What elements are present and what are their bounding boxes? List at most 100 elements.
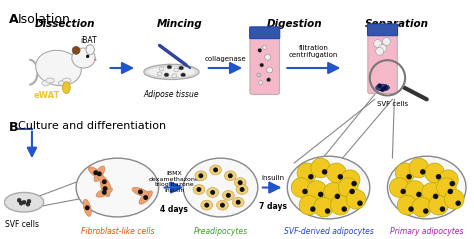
Ellipse shape xyxy=(181,73,186,77)
Ellipse shape xyxy=(157,72,162,76)
Text: insulin: insulin xyxy=(261,175,284,181)
Ellipse shape xyxy=(232,197,244,207)
Circle shape xyxy=(264,54,271,60)
Text: SVF cells: SVF cells xyxy=(377,101,408,107)
Circle shape xyxy=(383,86,387,90)
Circle shape xyxy=(17,198,21,202)
Ellipse shape xyxy=(234,178,246,188)
Circle shape xyxy=(357,201,363,206)
Circle shape xyxy=(351,181,357,186)
Ellipse shape xyxy=(179,66,183,70)
Circle shape xyxy=(307,181,327,200)
FancyBboxPatch shape xyxy=(250,27,280,39)
Circle shape xyxy=(376,47,383,55)
Circle shape xyxy=(374,40,382,47)
Text: Culture and differentiation: Culture and differentiation xyxy=(18,121,166,131)
Circle shape xyxy=(258,49,262,52)
Circle shape xyxy=(19,201,23,205)
Text: iBAT: iBAT xyxy=(80,36,97,45)
Circle shape xyxy=(260,63,264,67)
Ellipse shape xyxy=(42,81,50,86)
Circle shape xyxy=(259,81,263,85)
Ellipse shape xyxy=(224,171,236,181)
Text: Digestion: Digestion xyxy=(266,19,322,29)
Ellipse shape xyxy=(63,82,70,93)
Circle shape xyxy=(449,181,455,186)
Circle shape xyxy=(401,189,406,194)
Circle shape xyxy=(94,58,96,61)
Circle shape xyxy=(240,187,245,192)
Circle shape xyxy=(395,163,415,183)
Text: collagenase: collagenase xyxy=(205,56,246,62)
Circle shape xyxy=(318,192,323,197)
Circle shape xyxy=(349,189,355,194)
Circle shape xyxy=(228,173,233,178)
Circle shape xyxy=(337,174,343,179)
Ellipse shape xyxy=(88,167,103,179)
Ellipse shape xyxy=(174,68,179,72)
Ellipse shape xyxy=(201,200,213,210)
Circle shape xyxy=(422,183,441,202)
Ellipse shape xyxy=(387,156,466,219)
Circle shape xyxy=(445,190,464,209)
Ellipse shape xyxy=(94,166,105,182)
Ellipse shape xyxy=(376,84,390,91)
Circle shape xyxy=(93,170,98,175)
FancyBboxPatch shape xyxy=(368,33,397,93)
Ellipse shape xyxy=(167,65,172,69)
Ellipse shape xyxy=(183,158,258,217)
Circle shape xyxy=(408,206,414,212)
Circle shape xyxy=(425,163,445,183)
Circle shape xyxy=(324,183,343,202)
Circle shape xyxy=(213,168,218,172)
Circle shape xyxy=(310,206,316,212)
Circle shape xyxy=(346,190,366,209)
Ellipse shape xyxy=(100,180,110,197)
FancyBboxPatch shape xyxy=(250,36,280,94)
Circle shape xyxy=(335,194,340,199)
Ellipse shape xyxy=(63,78,71,83)
Circle shape xyxy=(327,163,346,183)
Ellipse shape xyxy=(139,191,153,204)
Circle shape xyxy=(423,208,428,214)
Circle shape xyxy=(383,38,391,45)
Circle shape xyxy=(381,88,384,92)
Text: SVF cells: SVF cells xyxy=(5,220,39,229)
Circle shape xyxy=(72,46,80,54)
Text: Isolation: Isolation xyxy=(18,13,71,26)
Circle shape xyxy=(102,190,107,195)
Circle shape xyxy=(299,195,319,215)
Circle shape xyxy=(325,208,330,214)
Text: Mincing: Mincing xyxy=(156,19,202,29)
Ellipse shape xyxy=(58,81,67,86)
Ellipse shape xyxy=(4,192,44,212)
Text: IBMX
dexamethazone
trioglitazone
insulin: IBMX dexamethazone trioglitazone insulin xyxy=(149,171,200,193)
Circle shape xyxy=(412,197,432,217)
Ellipse shape xyxy=(83,199,91,216)
Circle shape xyxy=(196,187,201,192)
Ellipse shape xyxy=(46,78,55,83)
Circle shape xyxy=(456,201,461,206)
Circle shape xyxy=(437,178,456,197)
Ellipse shape xyxy=(287,156,370,219)
Ellipse shape xyxy=(210,165,221,175)
Circle shape xyxy=(257,73,261,77)
Ellipse shape xyxy=(86,45,94,55)
Circle shape xyxy=(302,189,308,194)
Ellipse shape xyxy=(98,175,110,189)
Circle shape xyxy=(138,190,143,194)
FancyBboxPatch shape xyxy=(367,24,398,36)
Circle shape xyxy=(143,195,148,200)
Circle shape xyxy=(26,202,30,206)
Text: SVF-derived adipocytes: SVF-derived adipocytes xyxy=(283,227,374,236)
Ellipse shape xyxy=(195,171,207,181)
Circle shape xyxy=(322,169,328,175)
Circle shape xyxy=(390,178,409,197)
Circle shape xyxy=(379,44,386,52)
Text: Adipose tissue: Adipose tissue xyxy=(144,90,199,98)
Circle shape xyxy=(438,170,458,190)
Text: Primary adipocytes: Primary adipocytes xyxy=(390,227,464,236)
Circle shape xyxy=(103,186,108,191)
Ellipse shape xyxy=(146,66,196,78)
Text: Dissection: Dissection xyxy=(35,19,96,29)
